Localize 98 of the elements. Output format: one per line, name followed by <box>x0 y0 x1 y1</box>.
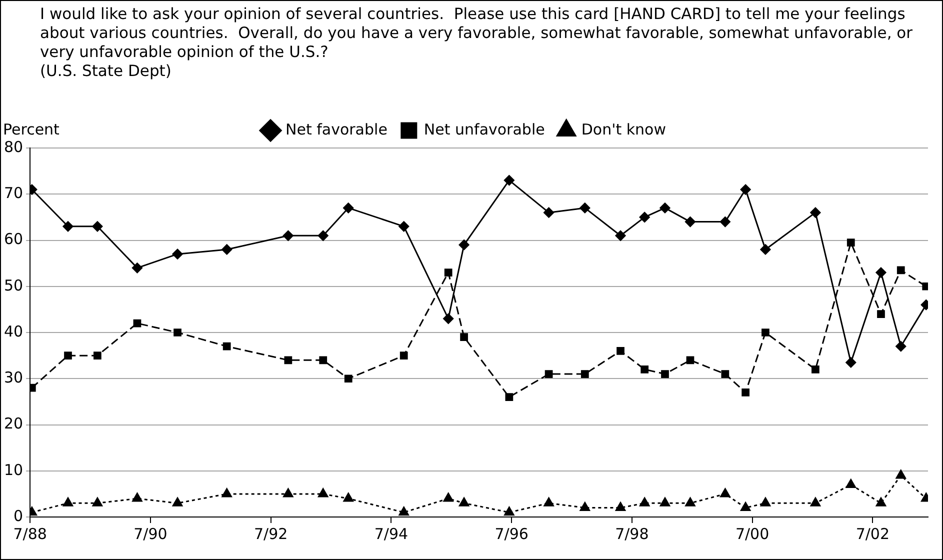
y-tick-label: 10 <box>4 460 24 479</box>
legend-label: Don't know <box>581 120 666 138</box>
point <box>444 268 452 276</box>
point <box>760 497 771 506</box>
point <box>810 207 821 218</box>
point <box>344 374 352 383</box>
point <box>318 488 328 498</box>
point <box>640 497 650 506</box>
point <box>443 313 454 324</box>
point <box>132 262 142 274</box>
point <box>580 502 590 512</box>
point <box>458 240 470 250</box>
point <box>544 370 553 378</box>
point <box>92 221 103 232</box>
point <box>639 212 650 222</box>
x-tick-label: 7/98 <box>615 524 649 543</box>
point <box>94 352 102 360</box>
x-tick-label: 7/02 <box>856 524 890 543</box>
point <box>812 365 820 374</box>
y-tick-label: 30 <box>4 368 24 387</box>
x-tick-label: 7/96 <box>494 524 528 543</box>
point <box>661 370 669 378</box>
point <box>92 497 103 506</box>
point <box>64 352 72 360</box>
y-tick-label: 50 <box>4 276 24 294</box>
point <box>876 497 886 506</box>
x-tick-label: 7/88 <box>13 524 47 543</box>
point <box>222 244 232 255</box>
point <box>721 370 730 378</box>
point <box>846 238 855 246</box>
point <box>400 352 408 360</box>
point <box>343 202 354 214</box>
chart-title: I would like to ask your opinion of several countries. Please use this card [HAND CARD] to tell me your feelings about various countries. Overall, do you have a very favorable, somewhat favorable, somewhat unfavorable, or very unfavorable opinion of the U.S.? <box>40 5 914 62</box>
y-tick-label: 0 <box>14 506 24 525</box>
point <box>319 356 328 364</box>
point <box>504 175 514 186</box>
point <box>172 248 183 260</box>
point <box>740 502 751 512</box>
point <box>896 341 906 352</box>
point <box>686 356 694 364</box>
x-tick-label: 7/92 <box>254 524 288 543</box>
point <box>318 230 328 241</box>
point <box>720 488 730 498</box>
point <box>660 202 670 214</box>
point <box>504 506 514 516</box>
point <box>580 202 590 214</box>
point <box>505 393 514 402</box>
point <box>660 497 670 506</box>
point <box>720 216 730 228</box>
point <box>343 492 354 502</box>
point <box>876 267 886 278</box>
point <box>762 328 770 336</box>
point <box>896 470 906 479</box>
y-tick-label: 20 <box>4 414 24 433</box>
point <box>133 319 142 328</box>
point <box>846 478 856 488</box>
x-tick-label: 7/90 <box>134 524 168 543</box>
point <box>544 497 554 506</box>
point <box>443 492 454 502</box>
point <box>615 502 626 512</box>
point <box>222 488 232 498</box>
point <box>740 184 751 195</box>
point <box>284 356 292 364</box>
point <box>685 497 696 506</box>
point <box>877 310 885 318</box>
point <box>222 342 231 350</box>
point <box>398 221 410 232</box>
y-tick-label: 60 <box>4 230 24 248</box>
y-tick-label: 70 <box>4 184 24 202</box>
point <box>684 216 696 228</box>
x-tick-label: 7/94 <box>374 524 408 543</box>
point <box>846 357 856 368</box>
point <box>132 492 142 502</box>
legend-label: Net favorable <box>286 120 388 138</box>
point <box>282 230 294 241</box>
point <box>640 365 649 374</box>
y-axis-title: Percent <box>3 120 60 138</box>
point <box>398 506 409 516</box>
point <box>615 230 626 241</box>
point <box>174 328 182 336</box>
point <box>62 497 74 506</box>
legend-label: Net unfavorable <box>424 120 545 138</box>
point <box>742 388 750 396</box>
point <box>896 266 905 274</box>
point <box>172 497 183 506</box>
point <box>62 221 74 232</box>
point <box>283 488 294 498</box>
point <box>460 333 468 342</box>
chart-subtitle: (U.S. State Dept) <box>40 62 172 81</box>
point <box>580 370 589 378</box>
y-tick-label: 40 <box>4 322 24 340</box>
point <box>544 207 554 218</box>
point <box>810 497 821 506</box>
point <box>616 347 624 355</box>
x-tick-label: 7/00 <box>735 524 770 543</box>
point <box>458 497 470 506</box>
point <box>760 244 771 255</box>
y-tick-label: 80 <box>4 138 24 156</box>
